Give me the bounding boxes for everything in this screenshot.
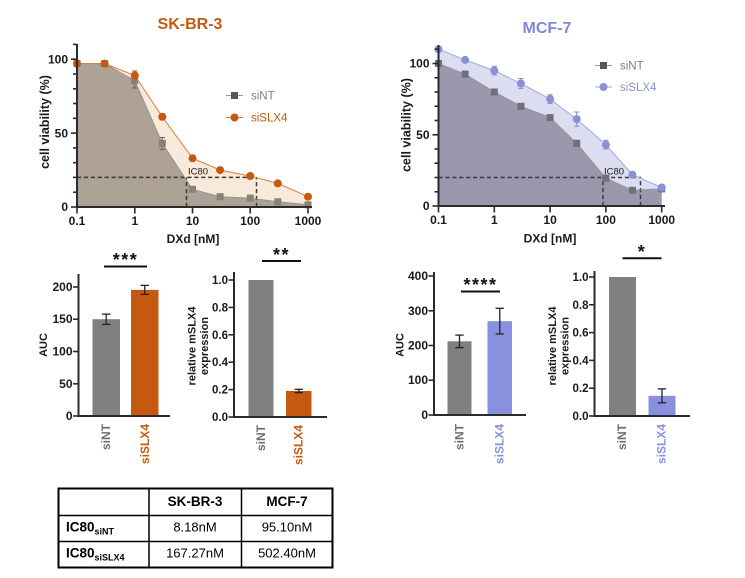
svg-text:IC80: IC80 — [188, 167, 208, 178]
svg-text:0.0: 0.0 — [573, 411, 589, 423]
svg-text:siNT: siNT — [615, 423, 629, 450]
svg-text:0.1: 0.1 — [69, 214, 86, 228]
svg-text:0.4: 0.4 — [212, 357, 229, 369]
svg-text:IC80siSLX4: IC80siSLX4 — [66, 546, 125, 563]
svg-text:cell viability (%): cell viability (%) — [400, 78, 414, 172]
svg-text:0.8: 0.8 — [212, 302, 229, 314]
svg-text:150: 150 — [52, 312, 72, 326]
svg-text:200: 200 — [52, 280, 72, 294]
svg-text:50: 50 — [55, 126, 69, 140]
svg-text:0.6: 0.6 — [212, 330, 228, 342]
svg-text:siNT: siNT — [620, 61, 644, 73]
svg-text:MCF-7: MCF-7 — [523, 20, 572, 37]
svg-text:50: 50 — [416, 128, 430, 142]
svg-text:0: 0 — [421, 408, 428, 422]
svg-text:IC80: IC80 — [604, 167, 624, 178]
svg-text:*: * — [638, 242, 647, 262]
svg-text:expression: expression — [199, 317, 211, 375]
svg-text:1: 1 — [131, 214, 138, 228]
svg-text:***: *** — [113, 250, 139, 270]
svg-text:0: 0 — [61, 200, 68, 214]
svg-text:400: 400 — [408, 269, 428, 283]
svg-text:siSLX4: siSLX4 — [493, 424, 507, 464]
svg-text:10: 10 — [543, 213, 557, 227]
svg-text:**: ** — [273, 245, 290, 265]
svg-text:1000: 1000 — [648, 213, 675, 227]
svg-text:cell viability (%): cell viability (%) — [38, 75, 52, 169]
svg-text:siSLX4: siSLX4 — [655, 424, 669, 464]
svg-text:AUC: AUC — [395, 333, 407, 357]
svg-text:0.2: 0.2 — [573, 383, 589, 395]
svg-text:siSLX4: siSLX4 — [138, 424, 152, 464]
svg-text:0: 0 — [66, 409, 73, 423]
svg-text:IC80siNT: IC80siNT — [66, 520, 115, 537]
svg-text:167.27nM: 167.27nM — [166, 546, 224, 561]
svg-text:siSLX4: siSLX4 — [620, 82, 657, 94]
svg-text:siSLX4: siSLX4 — [292, 425, 306, 465]
svg-text:0.8: 0.8 — [573, 300, 590, 312]
svg-text:100: 100 — [409, 57, 429, 71]
svg-text:SK-BR-3: SK-BR-3 — [158, 16, 223, 33]
svg-text:502.40nM: 502.40nM — [258, 546, 316, 561]
svg-text:expression: expression — [560, 317, 572, 375]
svg-text:AUC: AUC — [38, 333, 50, 357]
svg-text:0.4: 0.4 — [573, 355, 590, 367]
svg-text:siSLX4: siSLX4 — [251, 113, 288, 125]
svg-text:100: 100 — [48, 52, 68, 66]
svg-text:95.10nM: 95.10nM — [262, 520, 313, 535]
svg-text:siNT: siNT — [251, 91, 275, 103]
svg-text:siNT: siNT — [99, 423, 113, 450]
svg-text:0.0: 0.0 — [212, 412, 228, 424]
svg-text:1000: 1000 — [295, 214, 322, 228]
svg-text:0.6: 0.6 — [573, 328, 589, 340]
svg-text:DXd [nM]: DXd [nM] — [524, 232, 577, 246]
svg-text:10: 10 — [186, 214, 200, 228]
svg-text:0.2: 0.2 — [212, 385, 228, 397]
svg-text:50: 50 — [59, 377, 73, 391]
svg-text:1: 1 — [491, 213, 498, 227]
svg-text:1.0: 1.0 — [573, 272, 589, 284]
svg-text:100: 100 — [596, 213, 616, 227]
svg-text:200: 200 — [408, 339, 428, 353]
svg-text:100: 100 — [408, 373, 428, 387]
svg-text:relative mSLX4: relative mSLX4 — [547, 306, 559, 386]
svg-text:****: **** — [463, 275, 497, 295]
svg-text:300: 300 — [408, 304, 428, 318]
svg-text:1.0: 1.0 — [212, 275, 228, 287]
svg-text:relative mSLX4: relative mSLX4 — [187, 306, 199, 386]
svg-text:0: 0 — [423, 199, 430, 213]
svg-text:SK-BR-3: SK-BR-3 — [168, 494, 223, 509]
svg-text:8.18nM: 8.18nM — [173, 520, 216, 535]
svg-text:0.1: 0.1 — [430, 213, 447, 227]
svg-text:100: 100 — [52, 345, 72, 359]
svg-text:MCF-7: MCF-7 — [266, 494, 307, 509]
svg-text:siNT: siNT — [254, 424, 268, 451]
svg-text:siNT: siNT — [453, 423, 467, 450]
svg-text:DXd [nM]: DXd [nM] — [167, 232, 220, 246]
svg-text:100: 100 — [240, 214, 260, 228]
